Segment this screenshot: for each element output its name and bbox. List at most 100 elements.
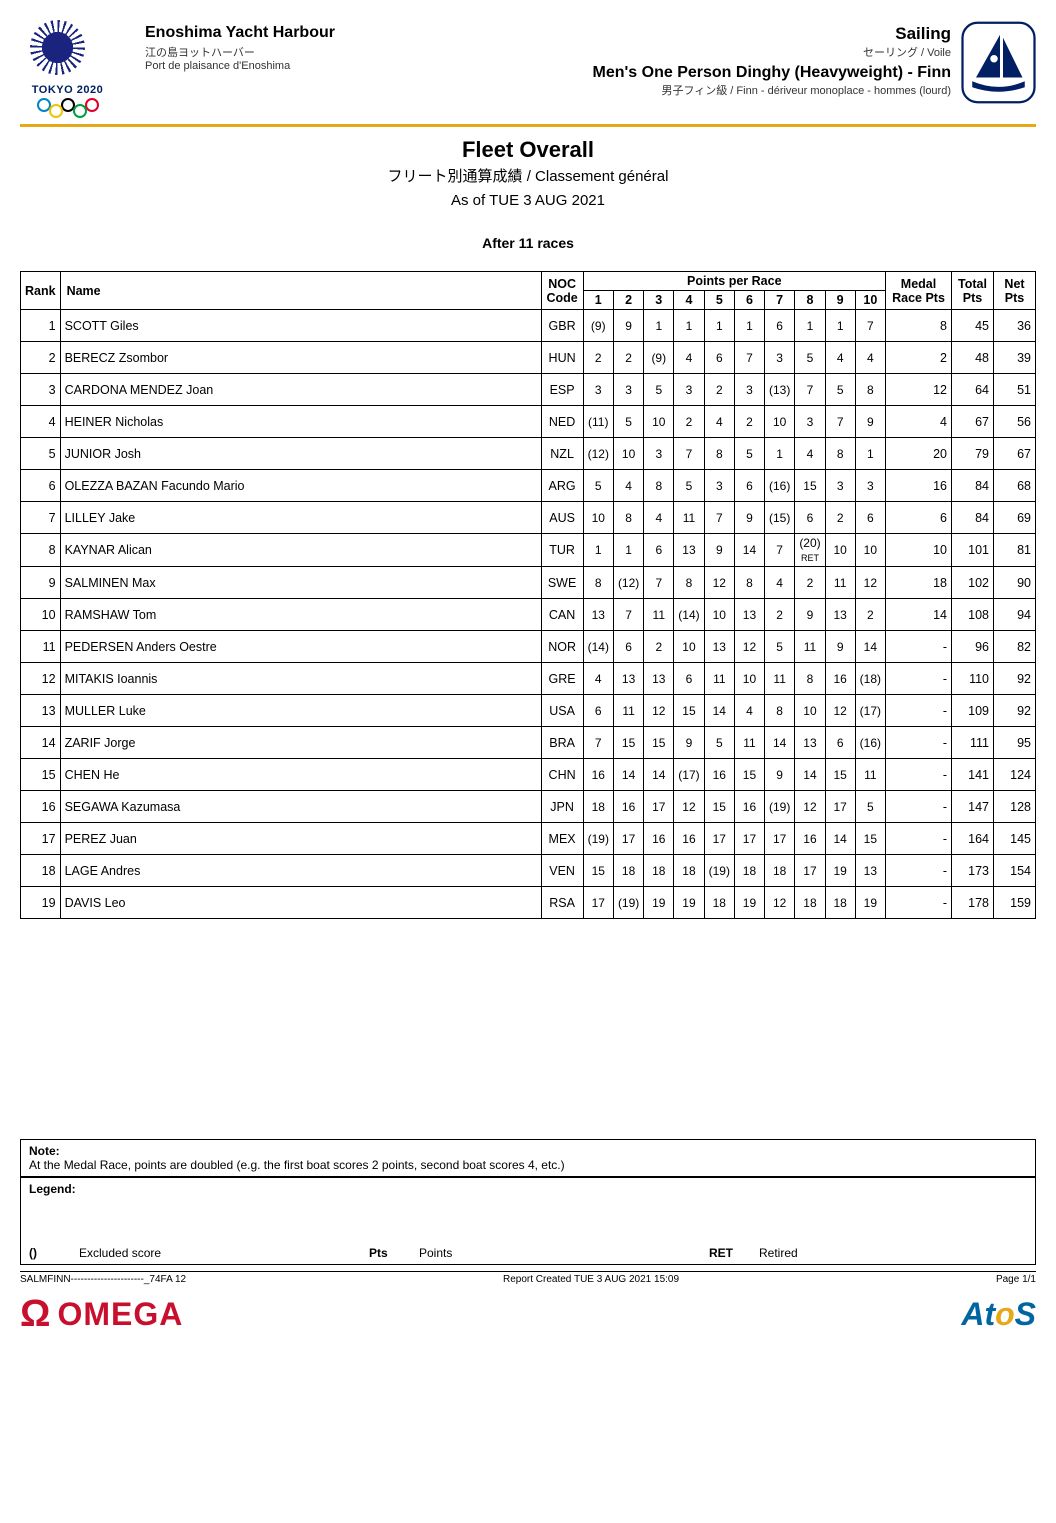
cell-race-pts: 2 <box>734 406 764 438</box>
sailing-pictogram-icon <box>961 20 1036 105</box>
cell-race-pts: (12) <box>583 438 613 470</box>
cell-race-pts: (19) <box>764 791 794 823</box>
omega-logo: Ω OMEGA <box>20 1293 183 1336</box>
cell-rank: 13 <box>21 695 61 727</box>
cell-race-pts: 3 <box>674 374 704 406</box>
cell-race-pts: 15 <box>583 855 613 887</box>
cell-race-pts: 2 <box>825 502 855 534</box>
cell-race-pts: 10 <box>734 663 764 695</box>
cell-race-pts: 19 <box>674 887 704 919</box>
cell-rank: 18 <box>21 855 61 887</box>
cell-race-pts: 16 <box>825 663 855 695</box>
cell-race-pts: 18 <box>825 887 855 919</box>
cell-noc: USA <box>541 695 583 727</box>
cell-noc: ESP <box>541 374 583 406</box>
cell-race-pts: 6 <box>764 310 794 342</box>
cell-race-pts: 13 <box>704 631 734 663</box>
col-race-3: 3 <box>644 291 674 310</box>
cell-race-pts: 11 <box>674 502 704 534</box>
cell-race-pts: 6 <box>855 502 885 534</box>
cell-race-pts: 13 <box>613 663 643 695</box>
cell-race-pts: 1 <box>704 310 734 342</box>
table-row: 16SEGAWA KazumasaJPN181617121516(19)1217… <box>21 791 1036 823</box>
cell-net: 92 <box>994 695 1036 727</box>
cell-race-pts: 16 <box>674 823 704 855</box>
cell-race-pts: 7 <box>704 502 734 534</box>
table-row: 18LAGE AndresVEN15181818(19)1818171913-1… <box>21 855 1036 887</box>
cell-race-pts: 9 <box>855 406 885 438</box>
report-title-en: Fleet Overall <box>20 137 1036 163</box>
cell-race-pts: 5 <box>734 438 764 470</box>
cell-race-pts: 3 <box>764 342 794 374</box>
event-name-en: Men's One Person Dinghy (Heavyweight) - … <box>592 64 951 82</box>
cell-net: 95 <box>994 727 1036 759</box>
cell-race-pts: 10 <box>583 502 613 534</box>
cell-medal: - <box>886 631 952 663</box>
cell-race-pts: 5 <box>704 727 734 759</box>
cell-race-pts: 8 <box>583 567 613 599</box>
legend-item: RETRetired <box>709 1246 1027 1260</box>
cell-race-pts: 13 <box>855 855 885 887</box>
cell-medal: 20 <box>886 438 952 470</box>
cell-race-pts: (15) <box>764 502 794 534</box>
cell-medal: - <box>886 823 952 855</box>
cell-race-pts: 8 <box>704 438 734 470</box>
cell-noc: JPN <box>541 791 583 823</box>
cell-race-pts: (12) <box>613 567 643 599</box>
cell-race-pts: 5 <box>825 374 855 406</box>
cell-name: PEREZ Juan <box>60 823 541 855</box>
cell-name: MULLER Luke <box>60 695 541 727</box>
cell-race-pts: 1 <box>825 310 855 342</box>
cell-race-pts: 7 <box>825 406 855 438</box>
cell-race-pts: 3 <box>613 374 643 406</box>
cell-race-pts: 7 <box>674 438 704 470</box>
cell-race-pts: 6 <box>644 534 674 567</box>
cell-race-pts: 7 <box>613 599 643 631</box>
cell-name: CARDONA MENDEZ Joan <box>60 374 541 406</box>
cell-race-pts: 11 <box>734 727 764 759</box>
cell-race-pts: 15 <box>825 759 855 791</box>
cell-race-pts: 12 <box>704 567 734 599</box>
event-block: Sailing セーリング / Voile Men's One Person D… <box>592 20 961 98</box>
cell-race-pts: 18 <box>583 791 613 823</box>
cell-race-pts: 5 <box>855 791 885 823</box>
table-row: 10RAMSHAW TomCAN13711(14)101329132141089… <box>21 599 1036 631</box>
table-row: 19DAVIS LeoRSA17(19)1919181912181819-178… <box>21 887 1036 919</box>
venue-name-jp: 江の島ヨットハーバー <box>145 44 592 60</box>
cell-total: 109 <box>952 695 994 727</box>
cell-rank: 10 <box>21 599 61 631</box>
table-row: 1SCOTT GilesGBR(9)91111611784536 <box>21 310 1036 342</box>
col-race-7: 7 <box>764 291 794 310</box>
cell-race-pts: 3 <box>644 438 674 470</box>
col-name: Name <box>60 272 541 310</box>
cell-noc: ARG <box>541 470 583 502</box>
legend-desc: Excluded score <box>79 1246 161 1260</box>
cell-net: 154 <box>994 855 1036 887</box>
footer-right: Page 1/1 <box>996 1274 1036 1285</box>
table-row: 5JUNIOR JoshNZL(12)1037851481207967 <box>21 438 1036 470</box>
table-row: 17PEREZ JuanMEX(19)171616171717161415-16… <box>21 823 1036 855</box>
cell-race-pts: 7 <box>583 727 613 759</box>
cell-race-pts: 5 <box>583 470 613 502</box>
cell-noc: SWE <box>541 567 583 599</box>
cell-name: ZARIF Jorge <box>60 727 541 759</box>
cell-race-pts: 2 <box>764 599 794 631</box>
cell-noc: CAN <box>541 599 583 631</box>
cell-medal: 8 <box>886 310 952 342</box>
cell-race-pts: 1 <box>795 310 825 342</box>
col-noc: NOC Code <box>541 272 583 310</box>
cell-race-pts: 17 <box>764 823 794 855</box>
cell-race-pts: (16) <box>764 470 794 502</box>
cell-race-pts: 14 <box>764 727 794 759</box>
cell-race-pts: 12 <box>734 631 764 663</box>
table-row: 2BERECZ ZsomborHUN22(9)467354424839 <box>21 342 1036 374</box>
col-race-1: 1 <box>583 291 613 310</box>
cell-race-pts: 17 <box>583 887 613 919</box>
cell-medal: - <box>886 791 952 823</box>
cell-net: 124 <box>994 759 1036 791</box>
cell-name: CHEN He <box>60 759 541 791</box>
cell-name: SEGAWA Kazumasa <box>60 791 541 823</box>
table-row: 7LILLEY JakeAUS10841179(15)62668469 <box>21 502 1036 534</box>
cell-race-pts: 14 <box>613 759 643 791</box>
cell-race-pts: 17 <box>825 791 855 823</box>
